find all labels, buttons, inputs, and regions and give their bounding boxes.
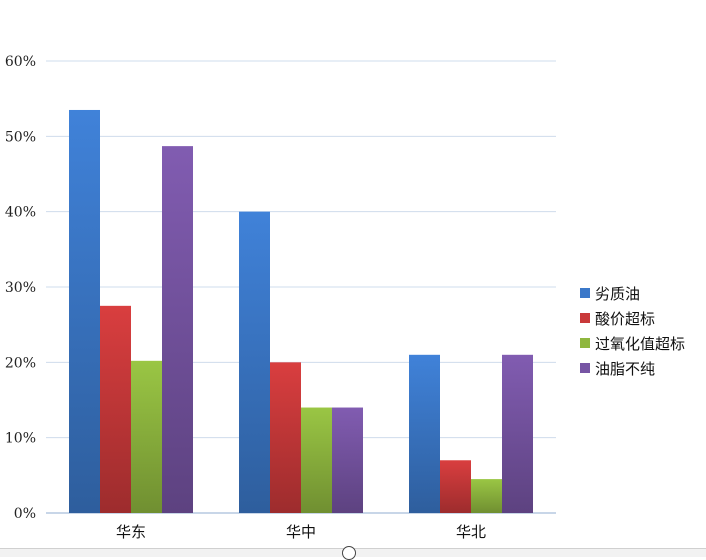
bar-酸价超标-华中 xyxy=(270,362,301,513)
bar-劣质油-华北 xyxy=(409,354,440,513)
y-axis-ticks: 0% 10% 20% 30% 40% 50% 60% xyxy=(5,54,36,522)
bar-酸价超标-华北 xyxy=(440,460,471,513)
legend-swatch xyxy=(580,363,590,373)
legend-label: 劣质油 xyxy=(595,285,640,303)
legend-swatch xyxy=(580,288,590,298)
y-tick-label: 30% xyxy=(5,280,36,296)
x-tick-label: 华北 xyxy=(456,523,486,541)
y-tick-label: 40% xyxy=(5,205,36,221)
y-tick-label: 60% xyxy=(5,54,36,70)
x-tick-label: 华中 xyxy=(286,523,316,541)
legend-swatch xyxy=(580,338,590,348)
bar-过氧化值超标-华东 xyxy=(131,360,162,513)
legend-swatch xyxy=(580,313,590,323)
bar-过氧化值超标-华中 xyxy=(301,407,332,513)
x-axis-ticks: 华东 华中 华北 xyxy=(116,523,486,541)
bar-油脂不纯-华东 xyxy=(162,146,193,514)
legend-label: 油脂不纯 xyxy=(595,360,655,378)
bars xyxy=(69,109,533,514)
y-tick-label: 0% xyxy=(14,506,36,522)
bar-劣质油-华东 xyxy=(69,109,100,513)
bar-过氧化值超标-华北 xyxy=(471,479,502,513)
x-tick-label: 华东 xyxy=(116,523,146,541)
y-tick-label: 50% xyxy=(5,129,36,145)
legend-label: 酸价超标 xyxy=(595,310,655,328)
legend-label: 过氧化值超标 xyxy=(595,335,685,353)
scroll-handle[interactable] xyxy=(342,546,356,560)
y-tick-label: 10% xyxy=(5,431,36,447)
bar-劣质油-华中 xyxy=(239,211,270,513)
bar-酸价超标-华东 xyxy=(100,305,131,513)
bar-油脂不纯-华北 xyxy=(502,354,533,513)
y-tick-label: 20% xyxy=(5,355,36,371)
bar-油脂不纯-华中 xyxy=(332,407,363,513)
